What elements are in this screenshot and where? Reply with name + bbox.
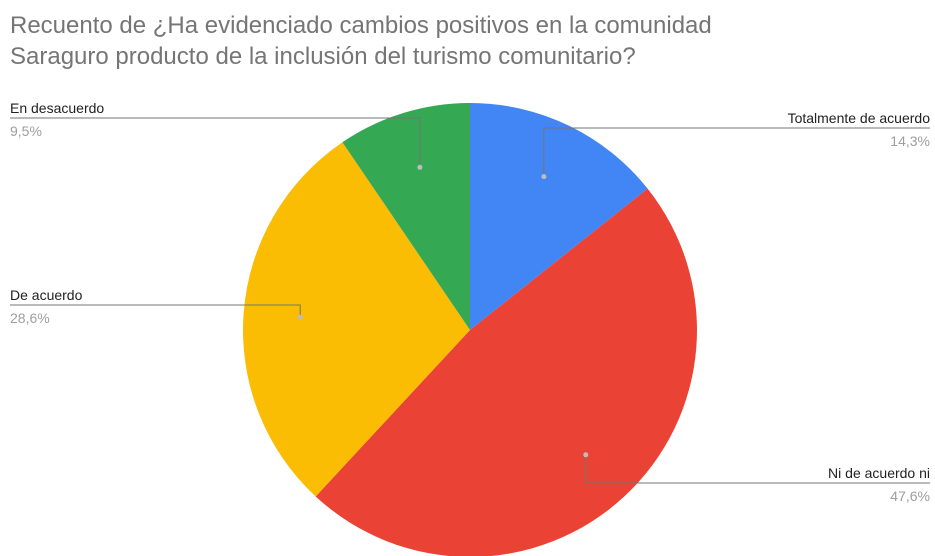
- leader-line-de-acuerdo: [10, 304, 301, 318]
- leader-dot-de-acuerdo: [297, 314, 303, 320]
- leader-line-ni-de-acuerdo-ni: [585, 454, 930, 484]
- pie-slice-totalmente-de-acuerdo[interactable]: [470, 103, 648, 330]
- slice-percent-totalmente-de-acuerdo: 14,3%: [890, 133, 930, 149]
- slice-label-ni-de-acuerdo-ni: Ni de acuerdo ni: [828, 465, 930, 481]
- slice-label-totalmente-de-acuerdo: Totalmente de acuerdo: [788, 110, 931, 126]
- chart-title-line-2: Saraguro producto de la inclusión del tu…: [10, 43, 636, 70]
- chart-title: Recuento de ¿Ha evidenciado cambios posi…: [10, 10, 930, 72]
- slice-percent-en-desacuerdo: 9,5%: [10, 123, 42, 139]
- slice-percent-ni-de-acuerdo-ni: 47,6%: [890, 488, 930, 504]
- leader-line-en-desacuerdo: [10, 117, 421, 168]
- leader-dot-totalmente-de-acuerdo: [541, 174, 547, 180]
- slice-percent-de-acuerdo: 28,6%: [10, 310, 50, 326]
- pie-slice-en-desacuerdo[interactable]: [342, 103, 470, 330]
- slice-label-de-acuerdo: De acuerdo: [10, 287, 83, 303]
- slice-callouts: Totalmente de acuerdo 14,3% Ni de acuerdo …: [10, 100, 930, 504]
- pie-slice-ni-de-acuerdo-ni[interactable]: [315, 188, 697, 556]
- chart-title-line-1: Recuento de ¿Ha evidenciado cambios posi…: [10, 12, 712, 39]
- pie-slice-de-acuerdo[interactable]: [242, 142, 470, 497]
- slice-label-en-desacuerdo: En desacuerdo: [10, 100, 104, 116]
- leader-dot-ni-de-acuerdo-ni: [583, 452, 589, 458]
- pie-slices: [242, 103, 697, 556]
- leader-line-totalmente-de-acuerdo: [543, 127, 930, 177]
- leader-dot-en-desacuerdo: [417, 164, 423, 170]
